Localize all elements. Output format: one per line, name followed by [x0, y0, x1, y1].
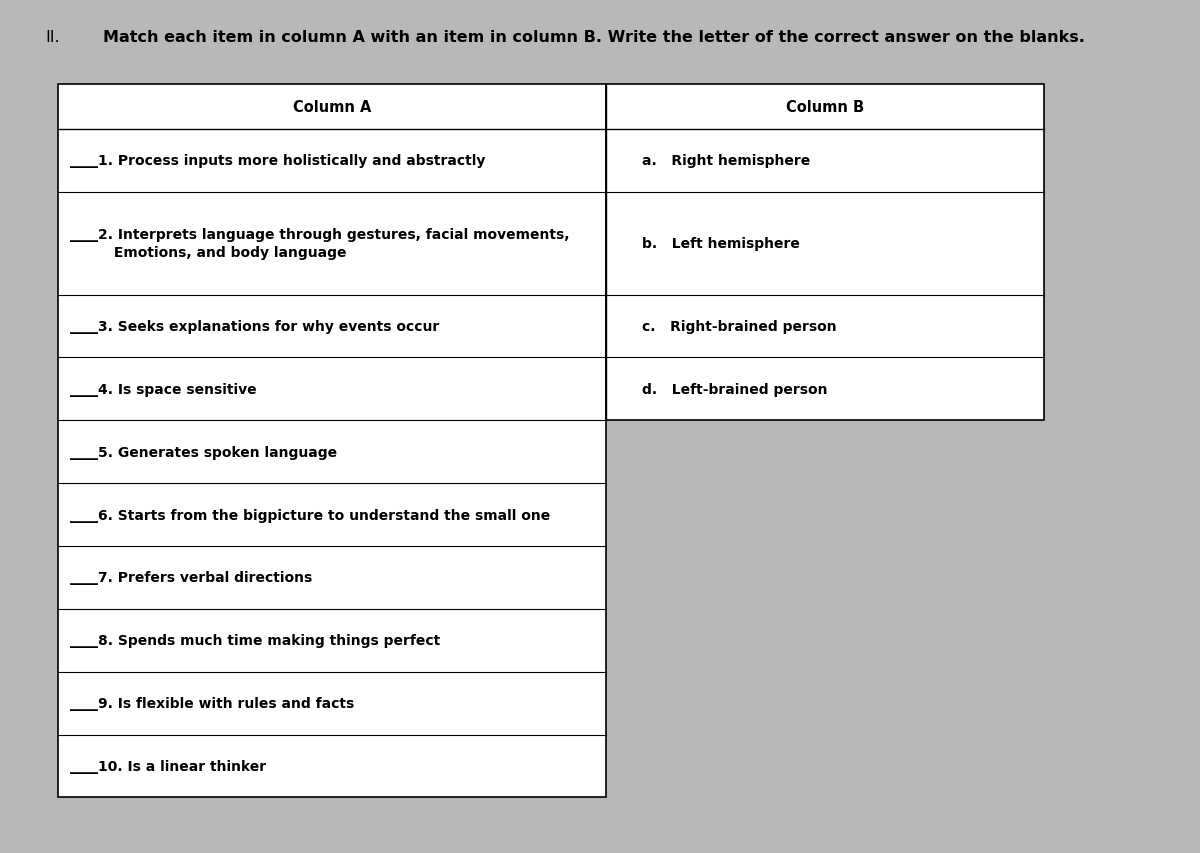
Text: II.: II. — [46, 30, 60, 45]
Text: ____8. Spends much time making things perfect: ____8. Spends much time making things pe… — [70, 634, 440, 647]
Text: ____9. Is flexible with rules and facts: ____9. Is flexible with rules and facts — [70, 696, 354, 711]
Text: b.   Left hemisphere: b. Left hemisphere — [642, 237, 800, 251]
Text: d.   Left-brained person: d. Left-brained person — [642, 382, 828, 397]
Text: ____10. Is a linear thinker: ____10. Is a linear thinker — [70, 759, 265, 773]
Text: c.   Right-brained person: c. Right-brained person — [642, 320, 836, 334]
Text: ____4. Is space sensitive: ____4. Is space sensitive — [70, 382, 257, 397]
Text: ____3. Seeks explanations for why events occur: ____3. Seeks explanations for why events… — [70, 320, 439, 334]
Text: ____1. Process inputs more holistically and abstractly: ____1. Process inputs more holistically … — [70, 154, 485, 168]
Text: a.   Right hemisphere: a. Right hemisphere — [642, 154, 810, 168]
Text: ____5. Generates spoken language: ____5. Generates spoken language — [70, 445, 337, 459]
Text: ____6. Starts from the bigpicture to understand the small one: ____6. Starts from the bigpicture to und… — [70, 508, 550, 522]
Text: Column A: Column A — [293, 100, 371, 115]
Text: ____2. Interprets language through gestures, facial movements,
         Emotions: ____2. Interprets language through gestu… — [70, 228, 569, 260]
Text: ____7. Prefers verbal directions: ____7. Prefers verbal directions — [70, 571, 312, 585]
Text: Column B: Column B — [786, 100, 864, 115]
Text: Match each item in column A with an item in column B. Write the letter of the co: Match each item in column A with an item… — [103, 30, 1085, 45]
